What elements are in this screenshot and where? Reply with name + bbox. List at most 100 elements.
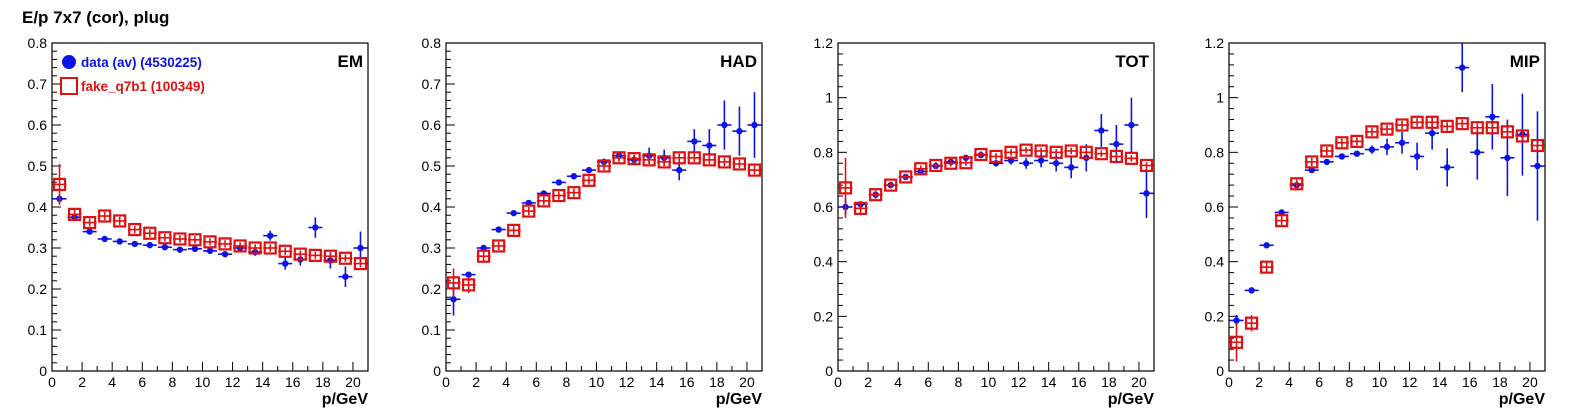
data-point: [146, 241, 154, 249]
fake-point: [353, 256, 368, 271]
fake-point: [188, 233, 202, 247]
panel-had: 0 2 4 6 8 10 12 14 16 18 20 0 0.1 0.2 0.3 0.4 0.5 0.6 0.7 0…: [422, 35, 763, 408]
x-tick-label: 4: [894, 374, 902, 390]
fake-point: [642, 153, 656, 167]
fake-point: [612, 151, 626, 165]
y-tick-label: 0.2: [28, 281, 48, 297]
data-point: [1248, 287, 1255, 294]
fake-point: [143, 226, 157, 240]
fake-point: [248, 241, 262, 255]
fake-point: [323, 249, 337, 263]
data-point: [206, 247, 214, 255]
data-point: [450, 296, 457, 303]
y-tick-label: 0.5: [422, 158, 442, 174]
fake-point: [477, 249, 491, 263]
data-point: [116, 238, 123, 245]
fake-point: [218, 237, 232, 251]
fake-point: [1034, 144, 1048, 158]
data-point: [161, 243, 169, 251]
x-tick-label: 16: [285, 374, 301, 390]
legend-data-marker: [62, 55, 76, 69]
x-tick-label: 12: [1011, 374, 1027, 390]
x-tick-label: 14: [255, 374, 271, 390]
fake-point: [461, 278, 476, 292]
x-tick-label: 4: [1285, 374, 1293, 390]
panel-label: EM: [338, 52, 364, 71]
fake-point: [959, 156, 973, 170]
data-point: [86, 228, 93, 235]
fake-point: [1485, 121, 1499, 135]
x-tick-label: 18: [1101, 374, 1117, 390]
data-point: [1128, 121, 1135, 129]
y-tick-label: 1.2: [1205, 35, 1225, 51]
data-point: [1413, 153, 1421, 160]
y-tick-label: 1: [825, 90, 833, 106]
fake-point: [597, 159, 611, 173]
data-point: [1233, 317, 1240, 324]
x-tick-label: 2: [78, 374, 86, 390]
x-tick-label: 2: [472, 374, 480, 390]
x-tick-label: 16: [1462, 374, 1478, 390]
fake-point: [1440, 119, 1454, 133]
fake-point: [974, 147, 988, 162]
x-tick-label: 18: [1492, 374, 1508, 390]
x-tick-label: 16: [679, 374, 695, 390]
plot-frame: [1228, 42, 1546, 372]
x-tick-label: 0: [48, 374, 56, 390]
data-point: [1338, 153, 1346, 160]
data-point: [691, 138, 698, 145]
panel-label: TOT: [1115, 52, 1149, 71]
fake-point: [914, 162, 928, 176]
fake-point: [838, 181, 853, 195]
x-axis-label: p/GeV: [716, 391, 763, 408]
data-point: [1443, 164, 1451, 171]
data-point: [465, 271, 472, 278]
x-tick-label: 4: [502, 374, 510, 390]
y-tick-label: 0.8: [1205, 144, 1225, 160]
y-tick-label: 0: [39, 363, 47, 379]
fake-point: [293, 247, 307, 261]
x-tick-label: 14: [1432, 374, 1448, 390]
data-point: [101, 235, 108, 243]
fake-point: [1395, 118, 1409, 132]
data-point: [1398, 139, 1406, 146]
fake-point: [1350, 134, 1364, 148]
fake-point: [1275, 214, 1289, 228]
data-point: [1113, 140, 1120, 148]
fake-point: [627, 152, 641, 166]
fake-point: [1500, 125, 1514, 139]
data-point: [282, 260, 289, 267]
data-point: [342, 273, 349, 280]
fake-point: [1064, 144, 1078, 158]
fake-point: [944, 156, 958, 170]
x-axis-label: p/GeV: [322, 391, 369, 408]
fake-point: [338, 251, 353, 265]
fake-point: [233, 239, 247, 253]
y-tick-label: 0: [825, 363, 833, 379]
x-tick-label: 6: [1315, 374, 1323, 390]
y-tick-label: 0.8: [28, 35, 48, 51]
x-tick-label: 8: [168, 374, 176, 390]
fake-point: [1079, 145, 1093, 159]
y-tick-label: 1.2: [814, 35, 834, 51]
legend-data-label: data (av) (4530225): [81, 55, 202, 70]
panel-label: MIP: [1510, 52, 1540, 71]
fake-point: [1244, 316, 1259, 330]
y-tick-label: 0.2: [422, 281, 442, 297]
y-tick-label: 0.6: [28, 117, 48, 133]
fake-point: [1305, 155, 1319, 169]
x-axis-label: p/GeV: [1499, 391, 1546, 408]
fake-point: [1410, 115, 1424, 129]
y-tick-label: 0.2: [814, 308, 834, 324]
x-tick-label: 6: [138, 374, 146, 390]
x-tick-label: 16: [1071, 374, 1087, 390]
y-tick-label: 0: [1216, 363, 1224, 379]
x-tick-label: 10: [981, 374, 997, 390]
x-axis-label: p/GeV: [1108, 391, 1155, 408]
y-tick-label: 0.4: [422, 199, 442, 215]
x-tick-label: 2: [864, 374, 872, 390]
data-point: [1474, 149, 1481, 156]
fake-point: [98, 209, 112, 223]
fake-point: [1320, 144, 1334, 158]
data-point: [1278, 209, 1285, 216]
